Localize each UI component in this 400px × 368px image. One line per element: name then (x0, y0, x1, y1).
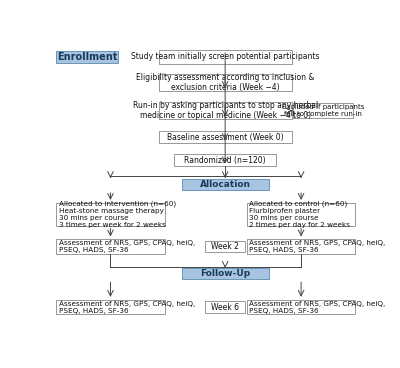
Text: Assessment of NRS, GPS, CPAQ, heiQ,
PSEQ, HADS, SF-36: Assessment of NRS, GPS, CPAQ, heiQ, PSEQ… (59, 301, 195, 314)
FancyBboxPatch shape (205, 301, 245, 313)
Text: Eligibility assessment according to inclusion &
exclusion criteria (Week −4): Eligibility assessment according to incl… (136, 73, 314, 92)
Text: Enrollment: Enrollment (57, 52, 117, 62)
FancyBboxPatch shape (158, 102, 292, 119)
FancyBboxPatch shape (247, 203, 355, 226)
Text: Week 2: Week 2 (211, 242, 239, 251)
Text: Allocated to control (n=60)
Flurbiprofen plaster
30 mins per course
2 times per : Allocated to control (n=60) Flurbiprofen… (249, 201, 350, 228)
Text: Assessment of NRS, GPS, CPAQ, heiQ,
PSEQ, HADS, SF-36: Assessment of NRS, GPS, CPAQ, heiQ, PSEQ… (59, 240, 195, 253)
FancyBboxPatch shape (182, 268, 268, 279)
Text: Randomized (n=120): Randomized (n=120) (184, 156, 266, 165)
FancyBboxPatch shape (56, 203, 165, 226)
Text: Allocation: Allocation (200, 180, 251, 189)
FancyBboxPatch shape (292, 103, 353, 118)
FancyBboxPatch shape (158, 50, 292, 64)
FancyBboxPatch shape (56, 51, 118, 63)
FancyBboxPatch shape (205, 241, 245, 252)
Text: Assessment of NRS, GPS, CPAQ, heiQ,
PSEQ, HADS, SF-36: Assessment of NRS, GPS, CPAQ, heiQ, PSEQ… (249, 301, 386, 314)
FancyBboxPatch shape (174, 155, 276, 166)
Text: Study team initially screen potential participants: Study team initially screen potential pa… (131, 52, 319, 61)
Text: Week 6: Week 6 (211, 302, 239, 312)
FancyBboxPatch shape (56, 240, 165, 254)
Text: Excluded if participants
fail to complete run-in: Excluded if participants fail to complet… (282, 104, 364, 117)
FancyBboxPatch shape (247, 240, 355, 254)
FancyBboxPatch shape (247, 300, 355, 315)
Text: Run-in by asking participants to stop any herbal
medicine or topical medicine (W: Run-in by asking participants to stop an… (132, 101, 318, 120)
FancyBboxPatch shape (56, 300, 165, 315)
Text: Assessment of NRS, GPS, CPAQ, heiQ,
PSEQ, HADS, SF-36: Assessment of NRS, GPS, CPAQ, heiQ, PSEQ… (249, 240, 386, 253)
FancyBboxPatch shape (158, 74, 292, 91)
Text: Baseline assessment (Week 0): Baseline assessment (Week 0) (167, 132, 284, 142)
FancyBboxPatch shape (158, 131, 292, 143)
FancyBboxPatch shape (182, 179, 268, 190)
Text: Allocated to intervention (n=60)
Heat-stone massage therapy
30 mins per course
3: Allocated to intervention (n=60) Heat-st… (59, 201, 176, 228)
Text: Follow-Up: Follow-Up (200, 269, 250, 278)
